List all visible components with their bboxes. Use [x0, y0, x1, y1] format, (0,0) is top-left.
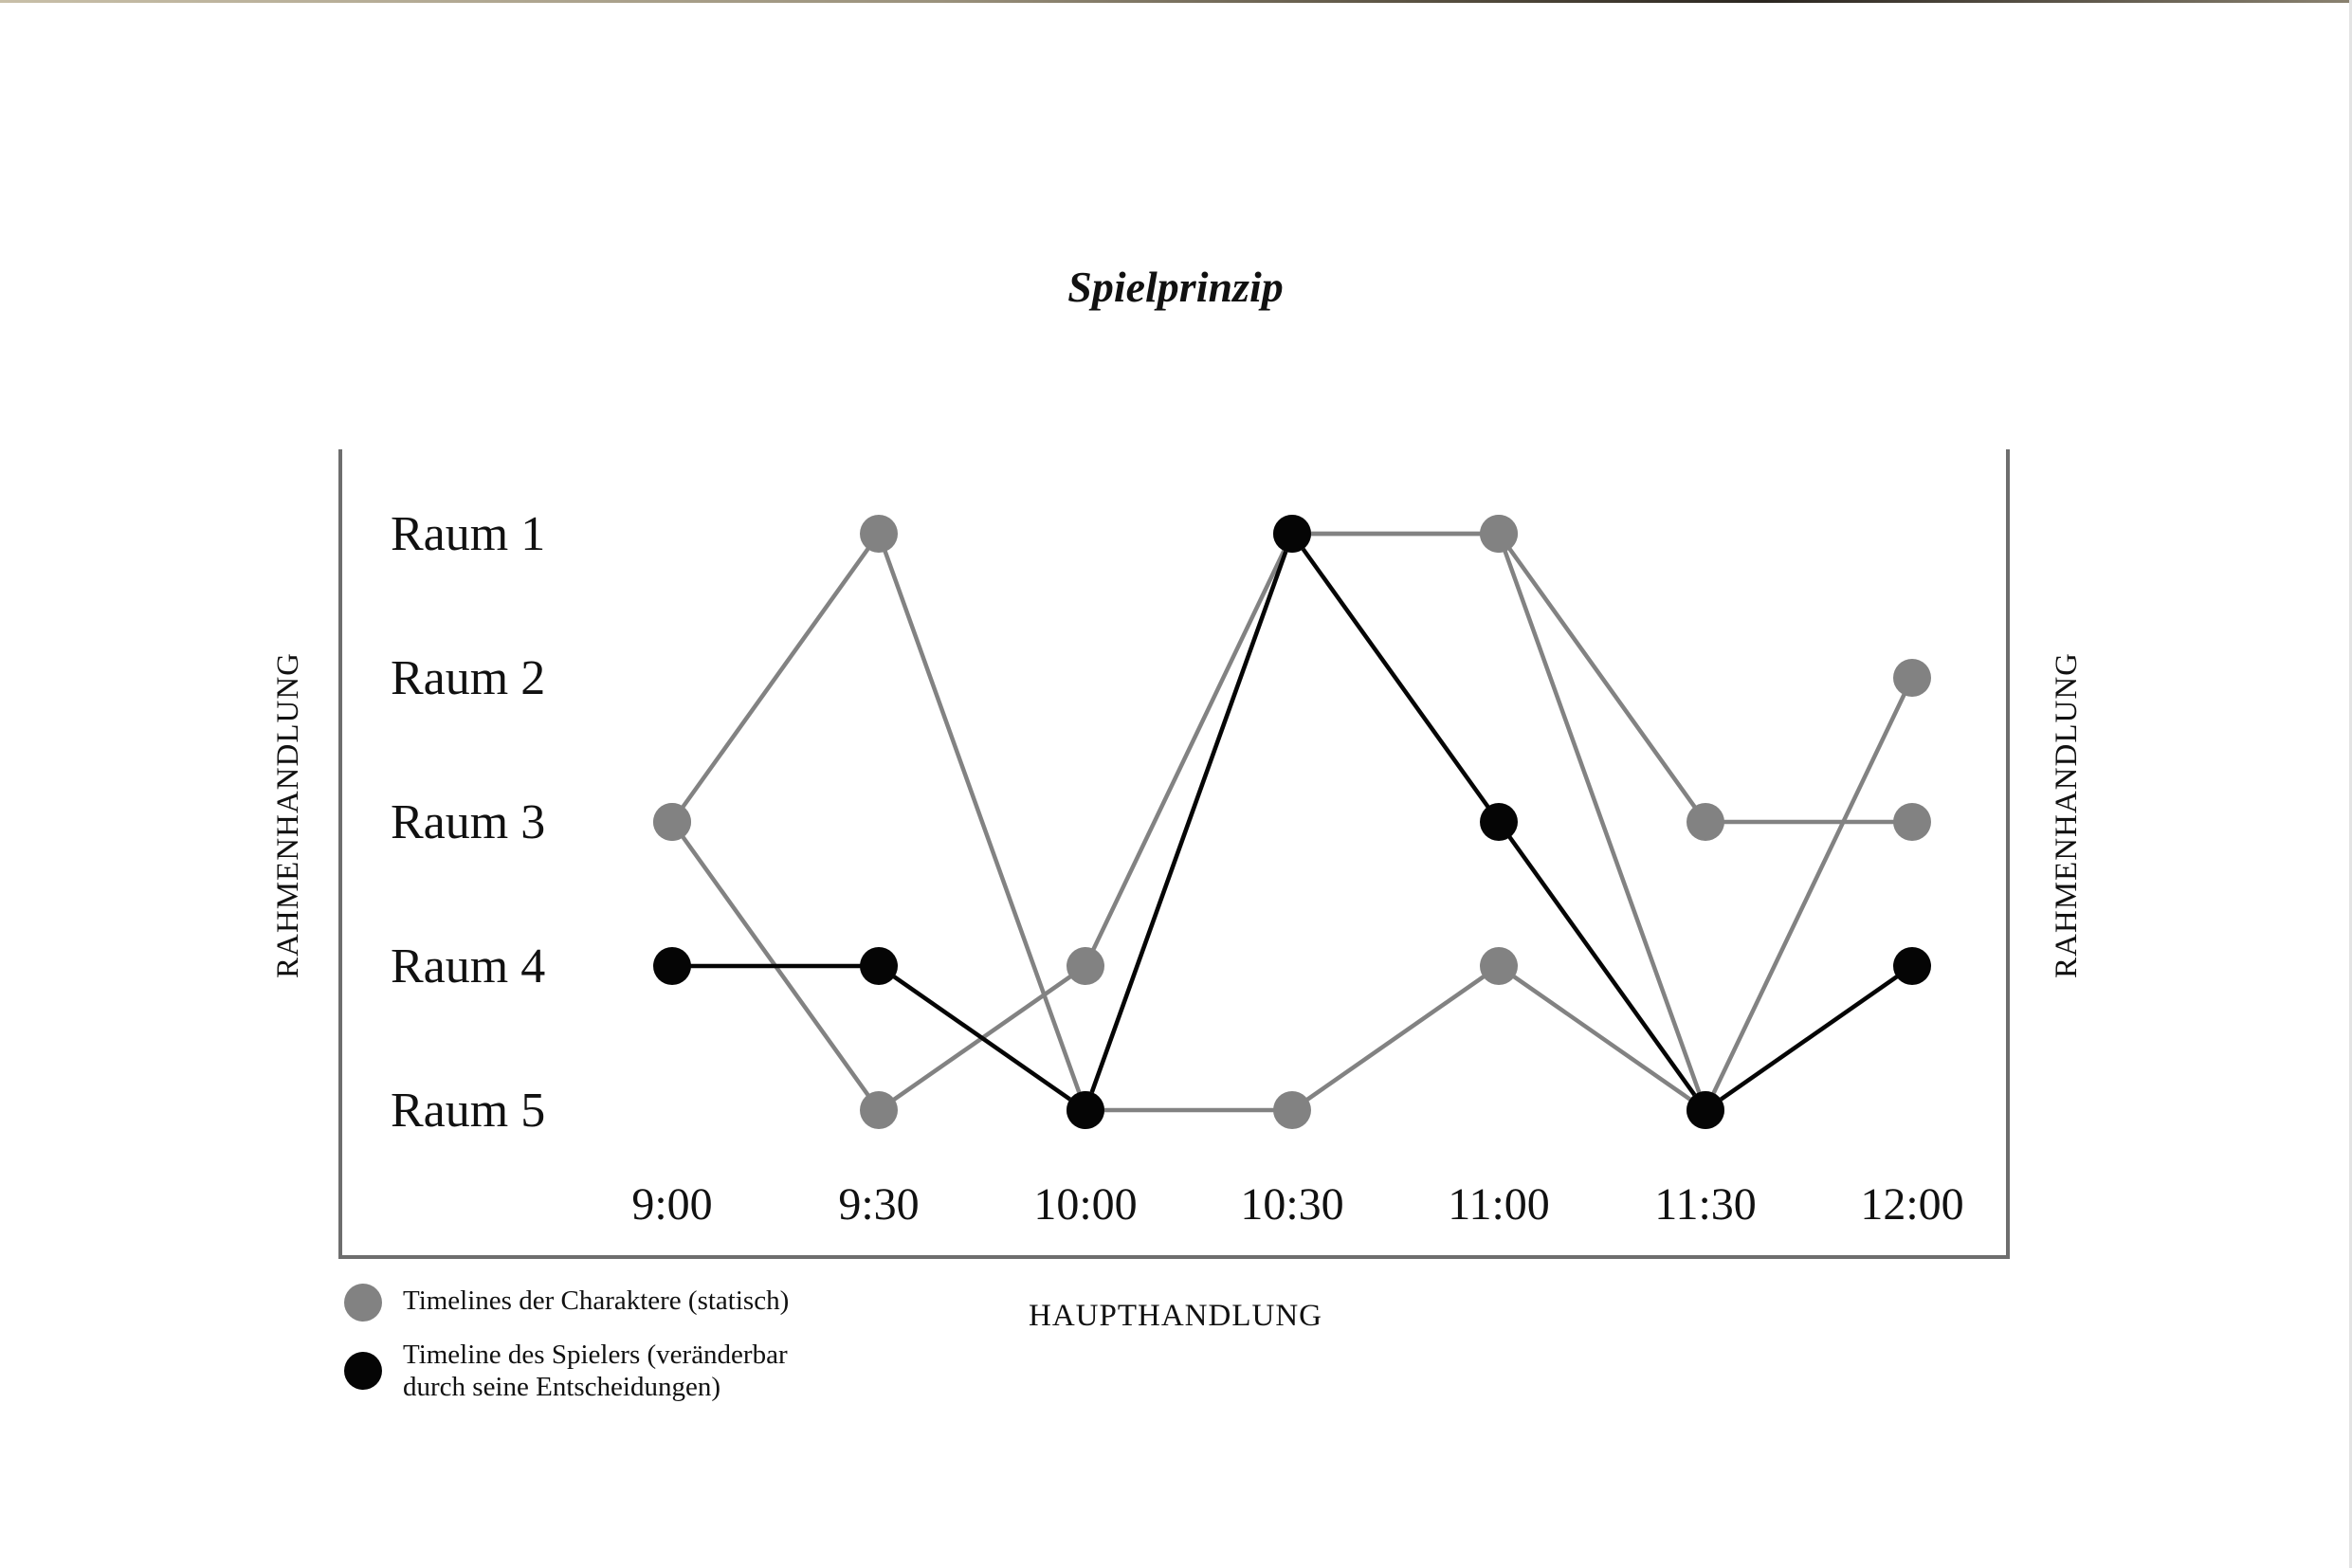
page-right-edge [2349, 0, 2352, 1568]
series-1-point-9-00 [653, 803, 691, 841]
legend-character-label: Timelines der Charaktere (statisch) [403, 1285, 789, 1316]
series-3-point-10-30 [1273, 515, 1311, 553]
row-label-raum-4: Raum 4 [391, 939, 545, 994]
series-3-segment-2-3 [1083, 533, 1295, 1111]
row-label-raum-5: Raum 5 [391, 1084, 545, 1138]
page-top-edge [0, 0, 2352, 3]
legend: Timelines der Charaktere (statisch) Time… [344, 1284, 789, 1402]
series-0-point-9-30 [860, 515, 898, 553]
series-1-segment-5-6 [1703, 677, 1915, 1111]
y-axis-label-right: RAHMENHANDLUNG [2050, 652, 2084, 978]
row-label-raum-3: Raum 3 [391, 795, 545, 849]
x-axis-label: HAUPTHANDLUNG [1029, 1299, 1322, 1333]
time-label-10-30: 10:30 [1240, 1179, 1343, 1230]
y-axis-label-left: RAHMENHANDLUNG [271, 652, 305, 978]
series-0-point-11-30 [1687, 803, 1724, 841]
series-3-segment-5-6 [1704, 964, 1914, 1112]
series-2-segment-4-5 [1497, 964, 1707, 1112]
series-3-point-11-30 [1687, 1091, 1724, 1129]
series-3-point-11-00 [1480, 803, 1518, 841]
legend-character-marker [344, 1284, 382, 1322]
series-1-segment-2-3 [1083, 533, 1295, 967]
time-label-11-30: 11:30 [1654, 1179, 1757, 1230]
row-labels: Raum 1 Raum 2 Raum 3 Raum 4 Raum 5 [391, 507, 545, 1138]
series-3-point-9-00 [653, 947, 691, 985]
time-labels: 9:00 9:30 10:00 10:30 11:00 11:30 12:00 [631, 1179, 1963, 1230]
chart-frame [338, 449, 2010, 1259]
series-3-point-9-30 [860, 947, 898, 985]
series-0-segment-1-2 [876, 533, 1088, 1111]
series-3-segment-1-2 [877, 964, 1087, 1112]
series-points [653, 515, 1931, 1129]
series-0-segment-4-5 [1497, 532, 1707, 824]
time-label-11-00: 11:00 [1448, 1179, 1550, 1230]
series-3-point-12-00 [1893, 947, 1931, 985]
series-0-point-12-00 [1893, 803, 1931, 841]
legend-player-label-line-1: Timeline des Spielers (veränderbar [403, 1340, 788, 1370]
series-lines [670, 531, 1915, 1113]
time-label-9-30: 9:30 [838, 1179, 919, 1230]
time-label-12-00: 12:00 [1860, 1179, 1963, 1230]
chart-title: Spielprinzip [1067, 263, 1284, 311]
series-0-segment-0-1 [670, 532, 881, 824]
time-label-9-00: 9:00 [631, 1179, 712, 1230]
row-label-raum-1: Raum 1 [391, 507, 545, 561]
series-1-point-12-00 [1893, 659, 1931, 697]
legend-player-label-line-2: durch seine Entscheidungen) [403, 1372, 720, 1402]
legend-player-label: Timeline des Spielers (veränderbar durch … [403, 1340, 788, 1402]
series-1-point-11-00 [1480, 515, 1518, 553]
series-3-segment-4-5 [1497, 820, 1707, 1112]
series-1-point-10-00 [1067, 947, 1104, 985]
series-2-segment-3-4 [1290, 964, 1501, 1112]
time-label-10-00: 10:00 [1033, 1179, 1137, 1230]
legend-player-marker [344, 1352, 382, 1390]
row-label-raum-2: Raum 2 [391, 651, 545, 705]
series-1-segment-4-5 [1496, 533, 1708, 1111]
series-2-point-10-30 [1273, 1091, 1311, 1129]
series-2-point-11-00 [1480, 947, 1518, 985]
series-3-segment-3-4 [1290, 532, 1501, 824]
series-1-point-9-30 [860, 1091, 898, 1129]
series-3-point-10-00 [1067, 1091, 1104, 1129]
